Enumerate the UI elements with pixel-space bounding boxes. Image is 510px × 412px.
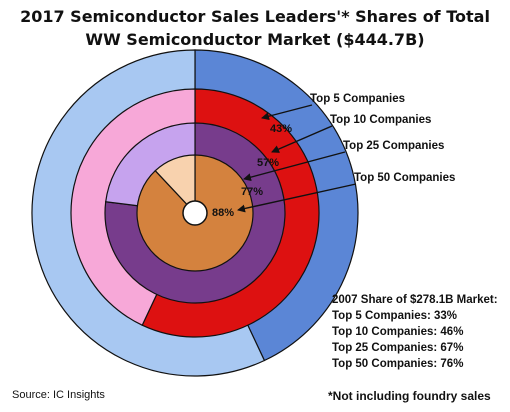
callout-arrow-top-10-companies bbox=[271, 125, 333, 153]
callout-label-top-10-companies: Top 10 Companies bbox=[330, 114, 431, 126]
source-note: Source: IC Insights bbox=[12, 389, 105, 401]
callout-arrow-top-50-companies bbox=[237, 183, 357, 213]
info-box-heading: 2007 Share of $278.1B Market: bbox=[332, 294, 498, 306]
info-box-line-top5: Top 5 Companies: 33% bbox=[332, 310, 458, 322]
chart-title-line-2: WW Semiconductor Market ($444.7B) bbox=[85, 30, 425, 49]
value-label-top-5-companies: 43% bbox=[270, 123, 292, 135]
callout-label-top-5-companies: Top 5 Companies bbox=[310, 93, 405, 105]
info-box-line-top10: Top 10 Companies: 46% bbox=[332, 326, 464, 338]
value-label-top-50-companies: 88% bbox=[212, 207, 234, 219]
chart-title-line-1: 2017 Semiconductor Sales Leaders'* Share… bbox=[20, 7, 490, 26]
ring-remainder-top-50-companies bbox=[154, 154, 196, 215]
callout-arrow-top-25-companies bbox=[243, 151, 346, 182]
callout-label-top-25-companies: Top 25 Companies bbox=[343, 140, 444, 152]
value-label-top-25-companies: 77% bbox=[241, 186, 263, 198]
center-hole bbox=[182, 200, 208, 226]
value-label-top-10-companies: 57% bbox=[257, 157, 279, 169]
callout-label-top-50-companies: Top 50 Companies bbox=[354, 172, 455, 184]
callout-arrow-top-5-companies bbox=[261, 104, 313, 121]
footnote: *Not including foundry sales bbox=[328, 389, 491, 403]
info-box-line-top25: Top 25 Companies: 67% bbox=[332, 342, 464, 354]
info-box: 2007 Share of $278.1B Market: Top 5 Comp… bbox=[332, 292, 498, 372]
info-box-line-top50: Top 50 Companies: 76% bbox=[332, 358, 464, 370]
